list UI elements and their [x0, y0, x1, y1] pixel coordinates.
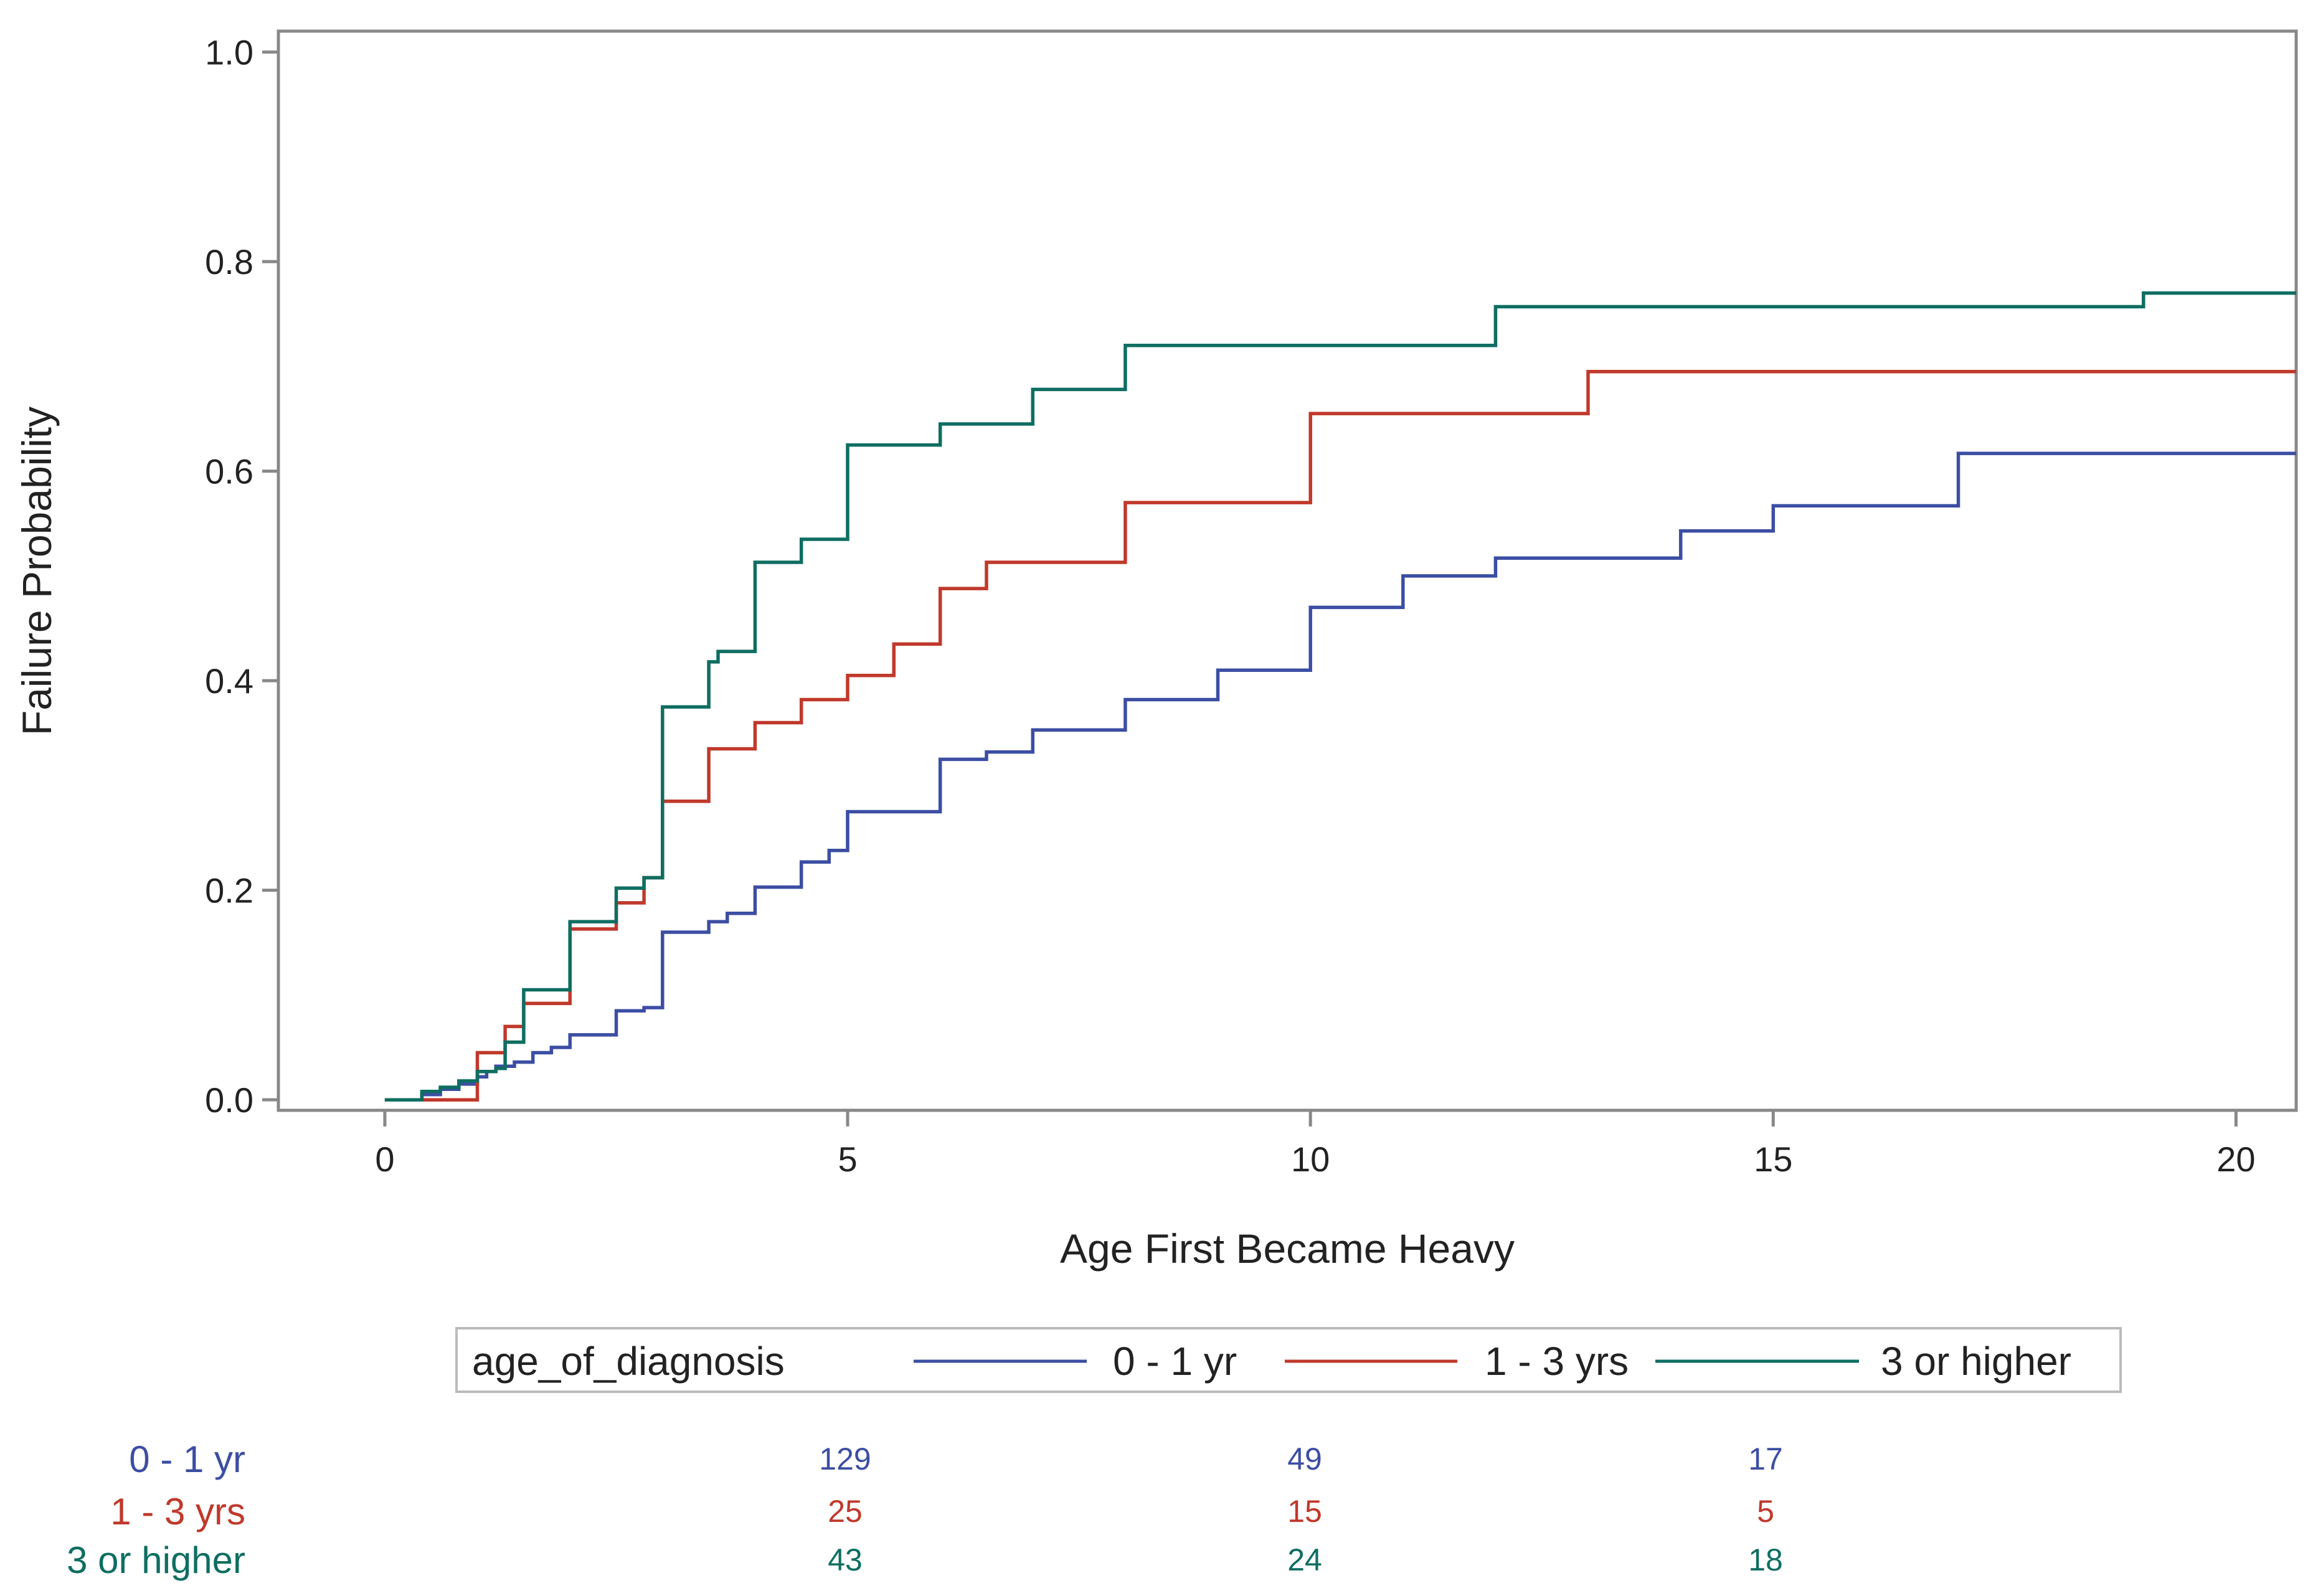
x-axis-label: Age First Became Heavy	[1060, 1225, 1515, 1272]
risk-value: 43	[828, 1542, 863, 1577]
risk-value: 18	[1748, 1542, 1783, 1577]
y-axis: 0.0 0.2 0.4 0.6 0.8 1.0	[205, 33, 278, 1120]
x-tick-label: 5	[838, 1140, 857, 1179]
x-axis: 0 5 10 15 20	[375, 1110, 2256, 1179]
y-tick-label: 0.0	[205, 1080, 253, 1120]
plot-frame	[277, 29, 2298, 1112]
legend-entry-0-1-yr: 0 - 1 yr	[1113, 1339, 1237, 1384]
risk-row-label-0-1-yr: 0 - 1 yr	[129, 1438, 245, 1480]
x-tick-label: 15	[1754, 1140, 1792, 1179]
risk-row-label-3-or-higher: 3 or higher	[67, 1539, 245, 1581]
legend-title: age_of_diagnosis	[472, 1339, 785, 1384]
legend-entry-3-or-higher: 3 or higher	[1881, 1339, 2071, 1384]
y-tick-label: 1.0	[205, 33, 253, 72]
risk-value: 5	[1757, 1494, 1774, 1529]
risk-table: 0 - 1 yr 1 - 3 yrs 3 or higher 129 49 17…	[67, 1438, 1783, 1581]
y-tick-label: 0.4	[205, 661, 253, 701]
risk-value: 129	[819, 1442, 871, 1476]
series-line-0-1-yr	[384, 451, 2296, 1102]
risk-value: 49	[1287, 1442, 1322, 1476]
x-tick-label: 10	[1291, 1140, 1330, 1179]
risk-value: 17	[1748, 1442, 1783, 1476]
y-tick-label: 0.6	[205, 452, 253, 491]
series-line-3-or-higher	[384, 291, 2296, 1102]
x-tick-label: 20	[2216, 1140, 2255, 1179]
series-line-1-3-yrs	[384, 370, 2296, 1102]
y-tick-label: 0.2	[205, 871, 253, 910]
y-tick-label: 0.8	[205, 242, 253, 281]
y-axis-label: Failure Probability	[14, 407, 60, 735]
risk-row-label-1-3-yrs: 1 - 3 yrs	[110, 1491, 245, 1532]
risk-value: 24	[1287, 1542, 1322, 1577]
x-tick-label: 0	[375, 1140, 394, 1179]
risk-value: 25	[828, 1494, 863, 1529]
risk-value: 15	[1287, 1494, 1322, 1529]
legend: age_of_diagnosis 0 - 1 yr 1 - 3 yrs 3 or…	[455, 1327, 2122, 1393]
legend-entry-1-3-yrs: 1 - 3 yrs	[1485, 1339, 1629, 1384]
series-layer	[384, 291, 2296, 1102]
